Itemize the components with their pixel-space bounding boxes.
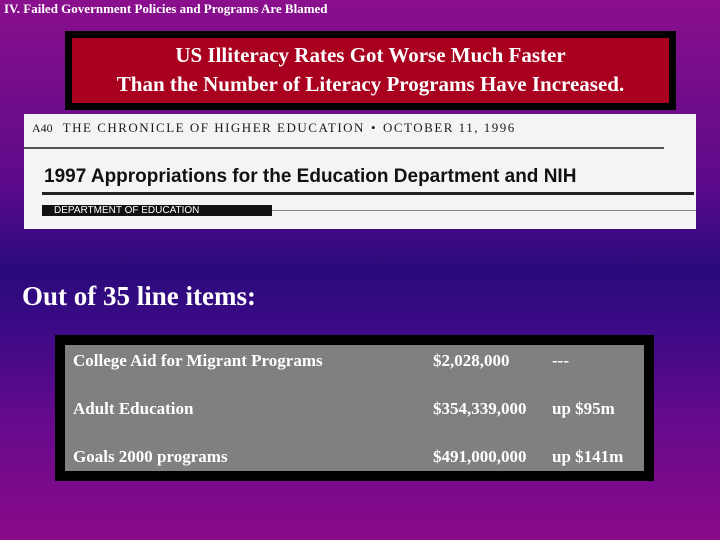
- line-item-row: Adult Education $354,339,000 up $95m: [65, 397, 644, 423]
- line-items-frame: College Aid for Migrant Programs $2,028,…: [55, 335, 654, 481]
- line-item-change: up $141m: [552, 447, 624, 466]
- line-item-row: College Aid for Migrant Programs $2,028,…: [65, 349, 644, 375]
- line-item-program: Adult Education: [73, 399, 194, 418]
- line-items-table: College Aid for Migrant Programs $2,028,…: [65, 345, 644, 471]
- clipping-rule-middle: [42, 192, 694, 195]
- line-item-program: College Aid for Migrant Programs: [73, 351, 323, 370]
- line-item-change: ---: [552, 351, 569, 370]
- line-item-row: Goals 2000 programs $491,000,000 up $141…: [65, 445, 644, 471]
- clipping-separator: •: [370, 120, 377, 135]
- clipping-rule-top: [24, 147, 664, 149]
- slide-title-line-1: US Illiteracy Rates Got Worse Much Faste…: [175, 43, 566, 67]
- clipping-department-bar: DEPARTMENT OF EDUCATION: [42, 205, 272, 216]
- line-item-amount: $354,339,000: [433, 399, 527, 418]
- line-item-change: up $95m: [552, 399, 615, 418]
- slide-title: US Illiteracy Rates Got Worse Much Faste…: [72, 38, 669, 103]
- line-item-program: Goals 2000 programs: [73, 447, 228, 466]
- title-frame: US Illiteracy Rates Got Worse Much Faste…: [65, 31, 676, 110]
- section-heading: IV. Failed Government Policies and Progr…: [4, 1, 328, 16]
- newspaper-clipping: A40 THE CHRONICLE OF HIGHER EDUCATION • OCT…: [24, 114, 696, 229]
- line-item-amount: $2,028,000: [433, 351, 510, 370]
- clipping-headline: 1997 Appropriations for the Education De…: [44, 166, 577, 187]
- line-item-amount: $491,000,000: [433, 447, 527, 466]
- line-items-subheading: Out of 35 line items:: [22, 281, 256, 311]
- clipping-masthead: A40 THE CHRONICLE OF HIGHER EDUCATION • OCT…: [32, 120, 516, 136]
- clipping-publication: THE CHRONICLE OF HIGHER EDUCATION: [62, 120, 365, 135]
- clipping-date: OCTOBER 11, 1996: [383, 120, 516, 135]
- clipping-page-number: A40: [32, 121, 53, 135]
- slide-title-line-2: Than the Number of Literacy Programs Hav…: [116, 72, 625, 96]
- clipping-department-rule: [272, 210, 696, 211]
